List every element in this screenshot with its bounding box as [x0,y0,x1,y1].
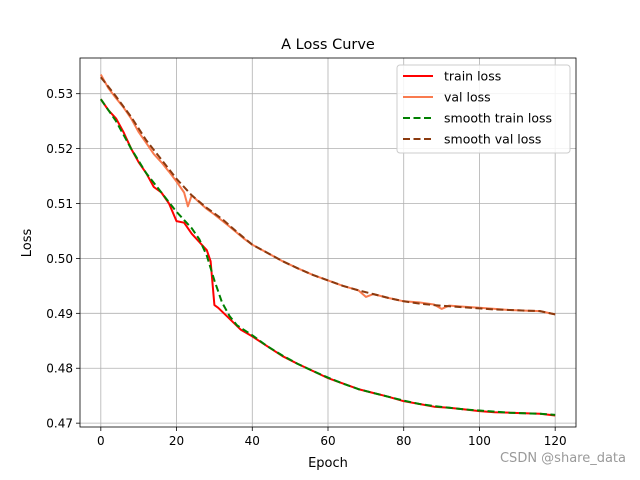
legend-label-train-loss: train loss [444,69,501,84]
legend-box [396,64,571,154]
legend-label-smooth-train-loss: smooth train loss [444,111,552,126]
y-tick-label: 0.52 [46,142,73,156]
y-tick-label: 0.50 [46,252,73,266]
series-line-smooth-train-loss [99,98,556,416]
x-axis-label: Epoch [308,456,348,471]
legend: train loss val loss smooth train loss smoot… [396,64,571,154]
series-lines [99,74,556,417]
y-tick-label: 0.48 [46,362,73,376]
y-tick-label: 0.47 [46,417,73,431]
x-tick-label: 60 [320,434,335,448]
x-tick-label: 0 [97,434,105,448]
x-axis-ticks: 0 20 40 60 80 100 120 [97,427,567,448]
legend-label-smooth-val-loss: smooth val loss [444,132,541,147]
y-axis-ticks: 0.47 0.48 0.49 0.50 0.51 0.52 0.53 [46,87,80,431]
x-tick-label: 100 [468,434,491,448]
x-tick-label: 20 [169,434,184,448]
watermark-text: CSDN @share_data [499,451,626,466]
series-line-smooth-val-loss [100,76,556,316]
chart-title: A Loss Curve [281,37,375,53]
x-tick-label: 40 [245,434,260,448]
y-tick-label: 0.49 [46,307,73,321]
y-tick-label: 0.51 [46,197,73,211]
x-tick-label: 120 [544,434,567,448]
legend-label-val-loss: val loss [444,90,491,105]
y-axis-label: Loss [20,229,35,258]
y-tick-label: 0.53 [46,87,73,101]
x-tick-label: 80 [396,434,411,448]
